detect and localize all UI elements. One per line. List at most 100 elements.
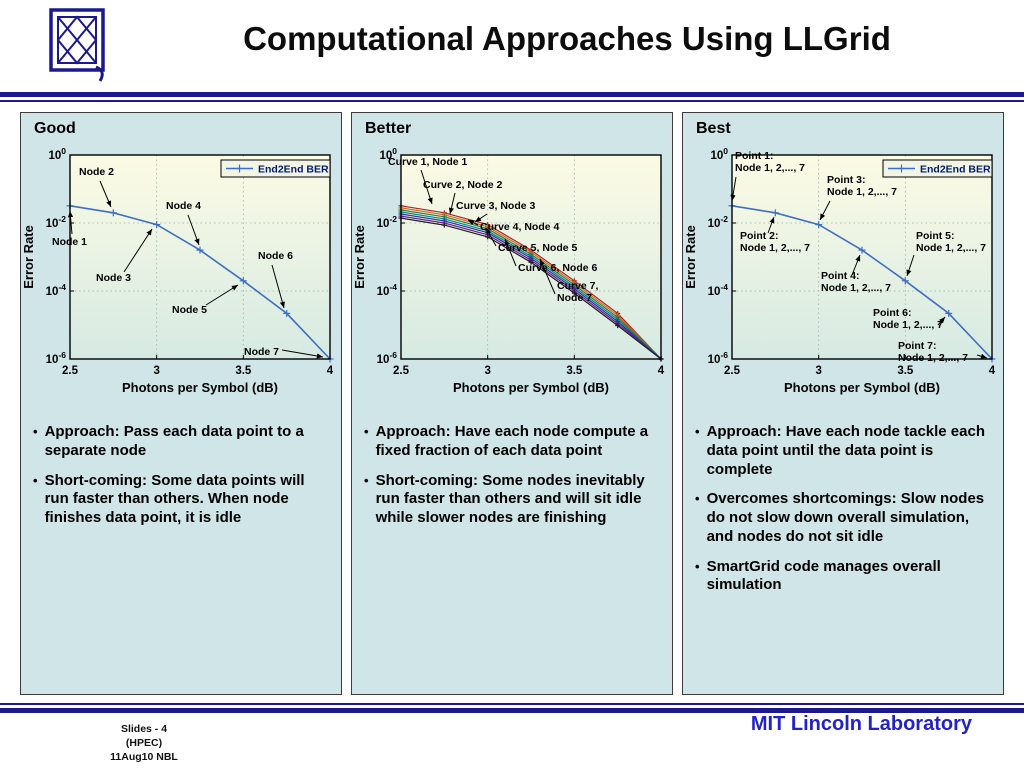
svg-text:Curve 1, Node 1: Curve 1, Node 1 xyxy=(388,156,468,168)
panel-best-heading: Best xyxy=(696,120,731,137)
svg-text:10-4: 10-4 xyxy=(708,282,729,298)
svg-text:10-6: 10-6 xyxy=(377,350,398,366)
svg-text:Node 1, 2,..., 7: Node 1, 2,..., 7 xyxy=(873,319,943,331)
svg-text:3: 3 xyxy=(484,365,490,377)
svg-text:Node 1, 2,..., 7: Node 1, 2,..., 7 xyxy=(898,352,968,364)
svg-text:2.5: 2.5 xyxy=(393,365,410,377)
svg-text:Node 7: Node 7 xyxy=(557,292,592,304)
svg-text:100: 100 xyxy=(710,146,728,162)
bullet-item: • Approach: Have each node compute a fixe… xyxy=(364,423,660,461)
mit-lincoln-logo xyxy=(44,5,116,88)
svg-text:3.5: 3.5 xyxy=(235,365,252,377)
svg-text:Curve 5, Node 5: Curve 5, Node 5 xyxy=(498,242,578,254)
bullet-dot: • xyxy=(33,424,38,439)
bullet-text: Overcomes shortcomings: Slow nodes do no… xyxy=(706,490,985,545)
svg-text:Node 5: Node 5 xyxy=(172,304,207,316)
footer-line: Slides - 4 xyxy=(120,723,168,735)
chart-best: 2.5 3 3.5 4 100 10-2 10-4 10-6 Photons per Symbo… xyxy=(683,139,1000,411)
bullet-item: • Short-coming: Some nodes inevitably run… xyxy=(364,472,660,528)
bullet-text: Short-coming: Some data points will run … xyxy=(44,471,305,527)
svg-text:Photons per Symbol (dB): Photons per Symbol (dB) xyxy=(784,380,940,395)
svg-text:Error Rate: Error Rate xyxy=(686,225,698,289)
svg-text:End2End BER: End2End BER xyxy=(920,164,991,176)
svg-text:10-4: 10-4 xyxy=(377,282,398,298)
svg-text:Node 1, 2,..., 7: Node 1, 2,..., 7 xyxy=(821,282,891,294)
svg-text:3.5: 3.5 xyxy=(897,365,914,377)
svg-text:3: 3 xyxy=(153,365,159,377)
svg-text:Point 3:: Point 3: xyxy=(827,174,866,186)
slide-info: Slides - 4 (HPEC) 11Aug10 NBL xyxy=(88,722,200,765)
svg-text:Node 3: Node 3 xyxy=(96,272,131,284)
bullet-dot: • xyxy=(33,472,38,488)
svg-text:End2End BER: End2End BER xyxy=(258,164,329,176)
svg-text:Point 1:: Point 1: xyxy=(735,150,774,162)
svg-text:10-2: 10-2 xyxy=(377,214,398,230)
page-title: Computational Approaches Using LLGrid xyxy=(243,20,891,57)
bullet-text: SmartGrid code manages overall simulatio… xyxy=(706,557,941,594)
svg-text:10-2: 10-2 xyxy=(46,214,67,230)
bullet-item: • Approach: Have each node tackle each da… xyxy=(695,423,991,479)
svg-text:Node 1, 2,..., 7: Node 1, 2,..., 7 xyxy=(735,162,805,174)
bottom-divider xyxy=(0,703,1024,713)
svg-text:4: 4 xyxy=(658,365,665,377)
bullet-text: Approach: Have each node tackle each dat… xyxy=(706,423,985,478)
svg-text:Node 2: Node 2 xyxy=(79,166,114,178)
mit-lincoln-laboratory-label: MIT Lincoln Laboratory xyxy=(750,713,972,735)
bullet-dot: • xyxy=(695,558,700,574)
svg-text:4: 4 xyxy=(989,365,996,377)
svg-text:Node 6: Node 6 xyxy=(258,250,293,262)
svg-text:Curve 2, Node 2: Curve 2, Node 2 xyxy=(423,179,503,191)
svg-text:10-6: 10-6 xyxy=(46,350,67,366)
svg-text:Node 1, 2,..., 7: Node 1, 2,..., 7 xyxy=(740,242,810,254)
svg-text:2.5: 2.5 xyxy=(724,365,741,377)
svg-text:10-4: 10-4 xyxy=(46,282,67,298)
svg-text:Node 1, 2,..., 7: Node 1, 2,..., 7 xyxy=(916,242,986,254)
svg-text:Point 7:: Point 7: xyxy=(898,340,937,352)
bullet-item: • Short-coming: Some data points will run… xyxy=(33,472,329,528)
bullet-dot: • xyxy=(364,424,369,439)
panel-good: Good 2.5 3 3.5 4 100 10-2 10-4 10-6 Photons per … xyxy=(20,112,342,695)
svg-text:Curve 6, Node 6: Curve 6, Node 6 xyxy=(518,262,598,274)
svg-text:Curve 7,: Curve 7, xyxy=(557,280,599,292)
svg-text:Point 5:: Point 5: xyxy=(916,230,955,242)
svg-text:10-6: 10-6 xyxy=(708,350,729,366)
panel-good-bullets: • Approach: Pass each data point to a sep… xyxy=(21,411,341,528)
svg-text:Photons per Symbol (dB): Photons per Symbol (dB) xyxy=(122,380,278,395)
svg-text:100: 100 xyxy=(48,146,66,162)
svg-text:3.5: 3.5 xyxy=(566,365,583,377)
svg-text:2.5: 2.5 xyxy=(62,365,79,377)
panel-better-bullets: • Approach: Have each node compute a fixe… xyxy=(352,411,672,528)
bullet-item: • Overcomes shortcomings: Slow nodes do n… xyxy=(695,490,991,546)
svg-text:Node 1: Node 1 xyxy=(52,236,87,248)
svg-text:Node 1, 2,..., 7: Node 1, 2,..., 7 xyxy=(827,186,897,198)
bullet-text: Approach: Have each node compute a fixed… xyxy=(375,423,649,459)
chart-better: 2.5 3 3.5 4 100 10-2 10-4 10-6 Photons per Symbo… xyxy=(352,139,669,411)
svg-text:Curve 3, Node 3: Curve 3, Node 3 xyxy=(456,200,536,212)
bullet-item: • SmartGrid code manages overall simulati… xyxy=(695,558,991,596)
bullet-dot: • xyxy=(364,472,369,488)
svg-text:Point 2:: Point 2: xyxy=(740,230,779,242)
bullet-text: Short-coming: Some nodes inevitably run … xyxy=(375,471,645,527)
bullet-item: • Approach: Pass each data point to a sep… xyxy=(33,423,329,461)
panel-better: Better 2.5 3 3.5 4 100 10-2 10-4 10-6 Photons pe… xyxy=(351,112,673,695)
bullet-dot: • xyxy=(695,424,700,439)
panel-good-heading: Good xyxy=(34,120,76,137)
svg-text:Node 7: Node 7 xyxy=(244,346,279,358)
svg-text:Error Rate: Error Rate xyxy=(355,225,367,289)
svg-text:Point 4:: Point 4: xyxy=(821,270,860,282)
svg-text:4: 4 xyxy=(327,365,334,377)
footer-line: 11Aug10 NBL xyxy=(110,751,178,764)
footer-line: (HPEC) xyxy=(125,737,163,750)
chart-good: 2.5 3 3.5 4 100 10-2 10-4 10-6 Photons per Symbo… xyxy=(21,139,338,411)
bullet-dot: • xyxy=(695,491,700,507)
panel-best: Best 2.5 3 3.5 4 100 10-2 10-4 10-6 Photons per … xyxy=(682,112,1004,695)
svg-text:Error Rate: Error Rate xyxy=(24,225,36,289)
svg-text:3: 3 xyxy=(815,365,821,377)
top-divider xyxy=(0,92,1024,102)
svg-text:Point 6:: Point 6: xyxy=(873,307,912,319)
svg-text:Curve 4, Node 4: Curve 4, Node 4 xyxy=(480,221,560,233)
svg-text:10-2: 10-2 xyxy=(708,214,729,230)
mit-lincoln-logo-glyph xyxy=(49,8,105,82)
panel-better-heading: Better xyxy=(365,120,412,137)
